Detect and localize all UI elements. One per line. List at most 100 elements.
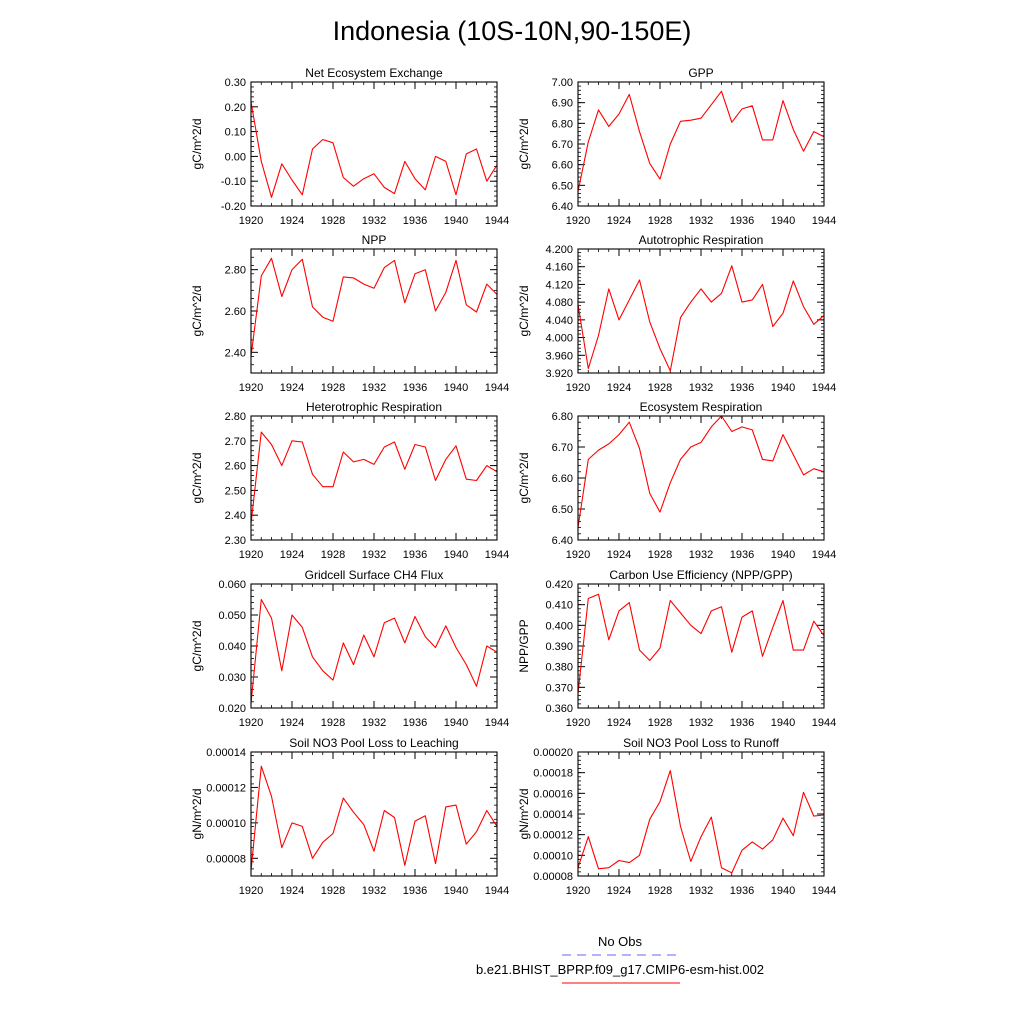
y-tick-label: 2.80 [225,411,246,423]
y-axis-label: gN/m^2/d [517,789,531,840]
y-axis-label: NPP/GPP [517,619,531,672]
y-tick-label: 2.50 [225,485,246,497]
y-tick-label: 2.80 [225,265,246,277]
plot-frame [577,583,825,709]
x-tick-label: 1928 [321,215,345,227]
chart-title: Gridcell Surface CH4 Flux [305,568,444,582]
series-line [250,431,498,524]
chart-title: GPP [688,66,713,80]
x-tick-label: 1920 [566,382,590,394]
y-tick-label: 4.000 [545,333,573,345]
chart-panel-4: Heterotrophic Respiration gC/m^2/d 1920 192… [190,400,509,561]
chart-title: Heterotrophic Respiration [306,400,442,414]
x-tick-label: 1944 [812,885,836,897]
x-tick-label: 1928 [648,215,672,227]
y-tick-label: 4.200 [545,244,573,256]
y-tick-label: 0.030 [218,672,246,684]
y-tick-label: 6.80 [552,411,573,423]
x-tick-label: 1920 [239,549,263,561]
x-tick-label: 1932 [689,215,713,227]
x-tick-label: 1920 [566,549,590,561]
y-tick-label: 0.00018 [533,768,573,780]
x-tick-label: 1936 [730,885,754,897]
y-tick-label: 0.050 [218,610,246,622]
plot-frame [250,415,498,541]
y-tick-label: 6.90 [552,98,573,110]
y-tick-label: 0.20 [225,102,246,114]
y-tick-label: 2.60 [225,306,246,318]
x-tick-label: 1924 [607,215,631,227]
x-tick-label: 1932 [689,717,713,729]
x-tick-label: 1932 [362,717,386,729]
x-tick-label: 1940 [444,215,468,227]
y-tick-label: 0.390 [545,641,573,653]
x-tick-label: 1940 [771,549,795,561]
x-tick-label: 1944 [485,717,509,729]
y-tick-label: 3.960 [545,350,573,362]
x-tick-label: 1920 [239,215,263,227]
series-line [577,265,825,372]
chart-title: Net Ecosystem Exchange [305,66,443,80]
x-tick-label: 1920 [239,717,263,729]
y-tick-label: 0.00 [225,151,246,163]
plot-frame [250,81,498,207]
y-tick-label: 0.30 [225,77,246,89]
y-tick-label: 6.60 [552,473,573,485]
y-axis-label: gC/m^2/d [190,453,204,504]
x-tick-label: 1936 [403,215,427,227]
y-tick-label: 0.00016 [533,788,573,800]
x-tick-label: 1936 [730,717,754,729]
y-axis-label: gC/m^2/d [190,119,204,170]
y-tick-label: 0.00014 [533,809,573,821]
chart-panel-5: Ecosystem Respiration gC/m^2/d 1920 1924 192… [517,400,836,561]
chart-panel-9: Soil NO3 Pool Loss to Runoff gN/m^2/d 1920… [517,736,836,897]
plot-frame [577,751,825,877]
chart-panel-0: Net Ecosystem Exchange gC/m^2/d 1920 1924 19… [190,66,509,227]
chart-panels: Net Ecosystem Exchange gC/m^2/d 1920 1924 19… [190,66,836,897]
x-tick-label: 1936 [730,215,754,227]
y-tick-label: -0.10 [221,176,246,188]
x-tick-label: 1924 [607,549,631,561]
y-axis-label: gC/m^2/d [517,286,531,337]
chart-panel-1: GPP gC/m^2/d 1920 1924 1928 1932 1936 1940 1944 6… [517,66,836,227]
y-tick-label: 4.160 [545,262,573,274]
x-tick-label: 1928 [321,717,345,729]
x-tick-label: 1944 [485,885,509,897]
y-tick-label: 0.10 [225,127,246,139]
y-tick-label: 2.70 [225,436,246,448]
plot-frame [250,751,498,877]
chart-title: Soil NO3 Pool Loss to Runoff [623,736,780,750]
y-tick-label: 0.00012 [206,782,246,794]
y-axis-label: gC/m^2/d [517,119,531,170]
y-tick-label: 2.40 [225,347,246,359]
series-line [577,415,825,528]
chart-title: Ecosystem Respiration [640,400,763,414]
x-tick-label: 1932 [362,215,386,227]
chart-panel-6: Gridcell Surface CH4 Flux gC/m^2/d 1920 192… [190,568,509,729]
y-tick-label: 0.040 [218,641,246,653]
x-tick-label: 1920 [566,717,590,729]
x-tick-label: 1928 [648,382,672,394]
x-tick-label: 1944 [812,549,836,561]
x-tick-label: 1920 [566,215,590,227]
page-title: Indonesia (10S-10N,90-150E) [333,16,692,46]
plot-frame [577,415,825,541]
x-tick-label: 1940 [771,382,795,394]
y-tick-label: 6.80 [552,118,573,130]
x-tick-label: 1932 [362,382,386,394]
x-tick-label: 1928 [648,885,672,897]
y-tick-label: 0.00008 [206,853,246,865]
chart-title: Soil NO3 Pool Loss to Leaching [289,736,458,750]
series-line [577,593,825,694]
y-tick-label: 4.120 [545,279,573,291]
x-tick-label: 1920 [239,885,263,897]
y-tick-label: 0.00014 [206,747,246,759]
x-tick-label: 1944 [812,215,836,227]
y-tick-label: 6.50 [552,504,573,516]
chart-panel-3: Autotrophic Respiration gC/m^2/d 1920 1924 1… [517,233,836,394]
y-tick-label: 2.40 [225,510,246,522]
chart-panel-7: Carbon Use Efficiency (NPP/GPP) NPP/GPP 19… [517,568,836,729]
y-axis-label: gN/m^2/d [190,789,204,840]
x-tick-label: 1928 [321,885,345,897]
